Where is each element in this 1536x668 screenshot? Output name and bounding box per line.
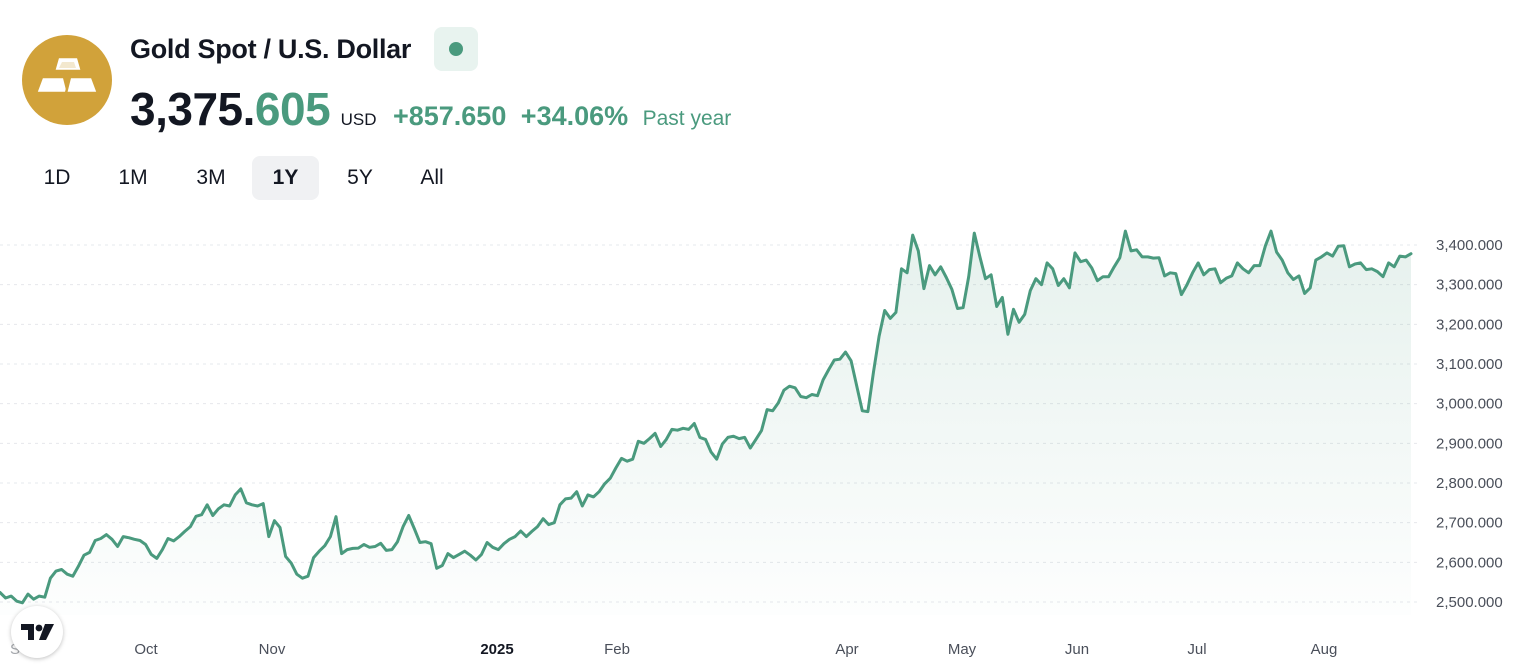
tab-1m[interactable]: 1M	[118, 166, 148, 189]
y-tick-label: 3,200.000	[1436, 316, 1503, 333]
tab-5y[interactable]: 5Y	[347, 166, 373, 189]
y-tick-label: 2,500.000	[1436, 594, 1503, 611]
tradingview-logo-icon[interactable]	[11, 606, 63, 658]
price-chart[interactable]: 3,400.000 3,300.000 3,200.000 3,100.000 3,00…	[0, 220, 1536, 668]
currency-label: USD	[340, 110, 377, 129]
x-tick-label: Apr	[835, 641, 858, 658]
x-tick-label-start: S	[10, 641, 20, 658]
instrument-header: Gold Spot / U.S. Dollar 3,375.605 USD +8…	[22, 27, 1022, 135]
price-change-percent: +34.06%	[520, 101, 629, 131]
x-axis-labels: S Oct Nov 2025 Feb Apr May Jun Jul Aug	[10, 641, 1337, 658]
price-decimals: 605	[254, 83, 331, 135]
y-tick-label: 3,300.000	[1436, 277, 1503, 294]
x-tick-label: Nov	[259, 641, 286, 658]
tab-3m[interactable]: 3M	[196, 166, 226, 189]
price-line	[0, 229, 1413, 605]
x-tick-label: Oct	[134, 641, 158, 658]
tab-1d[interactable]: 1D	[43, 166, 71, 189]
y-tick-label: 3,400.000	[1436, 237, 1503, 254]
y-axis-labels: 3,400.000 3,300.000 3,200.000 3,100.000 3,00…	[1436, 237, 1503, 611]
tab-all[interactable]: All	[420, 166, 444, 189]
y-tick-label: 2,800.000	[1436, 475, 1503, 492]
price-area-fill	[0, 231, 1411, 615]
x-tick-label: Feb	[604, 641, 630, 658]
period-label: Past year	[642, 107, 732, 130]
x-tick-label: May	[948, 641, 977, 658]
y-tick-label: 3,100.000	[1436, 356, 1503, 373]
x-tick-label: Jul	[1187, 641, 1206, 658]
price-change: +857.650	[392, 101, 507, 131]
x-tick-label: Jun	[1065, 641, 1089, 658]
x-tick-label: 2025	[480, 641, 513, 658]
y-tick-label: 2,900.000	[1436, 435, 1503, 452]
tab-1y[interactable]: 1Y	[252, 156, 319, 200]
x-tick-label: Aug	[1311, 641, 1338, 658]
y-tick-label: 2,700.000	[1436, 515, 1503, 532]
y-tick-label: 2,600.000	[1436, 554, 1503, 571]
price-integer: 3,375.	[130, 83, 255, 135]
y-tick-label: 3,000.000	[1436, 396, 1503, 413]
market-open-dot-icon	[449, 42, 463, 56]
market-status-button[interactable]	[434, 27, 478, 71]
gold-bars-icon	[22, 35, 112, 125]
instrument-title: Gold Spot / U.S. Dollar	[130, 34, 412, 64]
price-row: 3,375.605 USD +857.650 +34.06% Past year	[130, 82, 732, 135]
